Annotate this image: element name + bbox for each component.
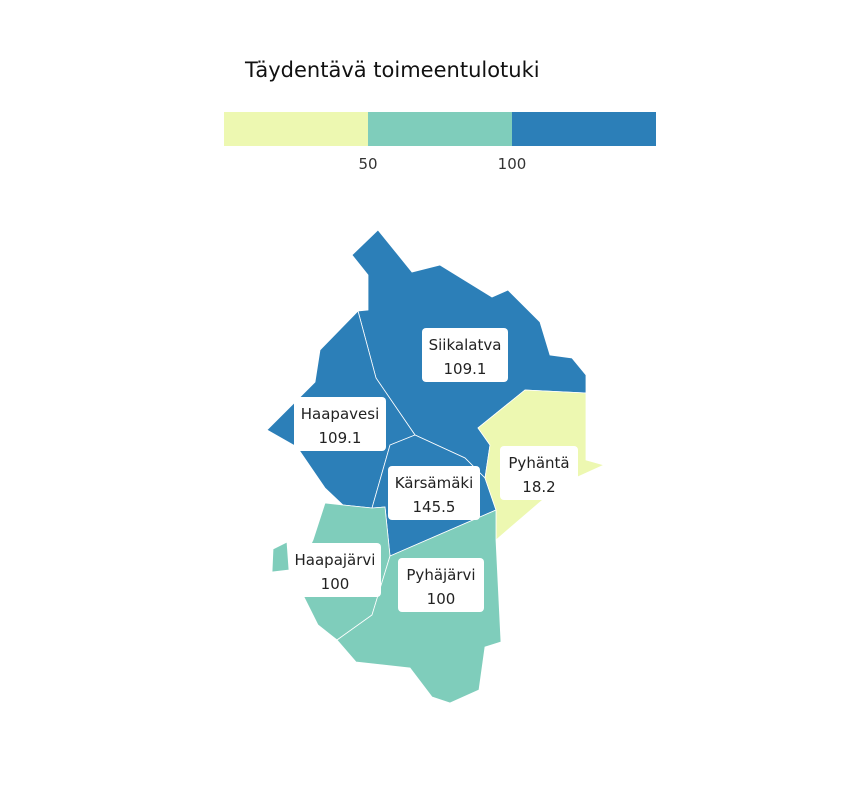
label-pyhajarvi: Pyhäjärvi 100 <box>398 558 484 612</box>
region-value: 100 <box>321 575 350 593</box>
label-haapavesi: Haapavesi 109.1 <box>294 397 386 451</box>
region-name: Kärsämäki <box>395 474 474 492</box>
label-siikalatva: Siikalatva 109.1 <box>422 328 508 382</box>
label-box <box>289 543 381 597</box>
legend-bin-mid <box>368 112 512 146</box>
legend-bin-low <box>224 112 368 146</box>
region-value: 109.1 <box>444 360 487 378</box>
label-pyhanta: Pyhäntä 18.2 <box>500 446 578 500</box>
region-value: 109.1 <box>319 429 362 447</box>
region-haapajarvi-island[interactable] <box>271 541 290 573</box>
label-box <box>388 466 480 520</box>
label-haapajarvi: Haapajärvi 100 <box>289 543 381 597</box>
label-karsamaki: Kärsämäki 145.5 <box>388 466 480 520</box>
region-name: Pyhäntä <box>508 454 569 472</box>
region-name: Pyhäjärvi <box>406 566 475 584</box>
region-name: Haapajärvi <box>295 551 376 569</box>
legend-bin-high <box>512 112 656 146</box>
label-box <box>422 328 508 382</box>
legend-tick-100: 100 <box>498 155 527 173</box>
legend: 50 100 <box>224 112 656 173</box>
map-title: Täydentävä toimeentulotuki <box>244 58 540 82</box>
region-value: 100 <box>427 590 456 608</box>
legend-tick-50: 50 <box>358 155 377 173</box>
region-name: Siikalatva <box>429 336 502 354</box>
label-box <box>500 446 578 500</box>
region-value: 18.2 <box>522 478 555 496</box>
label-box <box>294 397 386 451</box>
region-name: Haapavesi <box>301 405 379 423</box>
region-value: 145.5 <box>413 498 456 516</box>
label-box <box>398 558 484 612</box>
